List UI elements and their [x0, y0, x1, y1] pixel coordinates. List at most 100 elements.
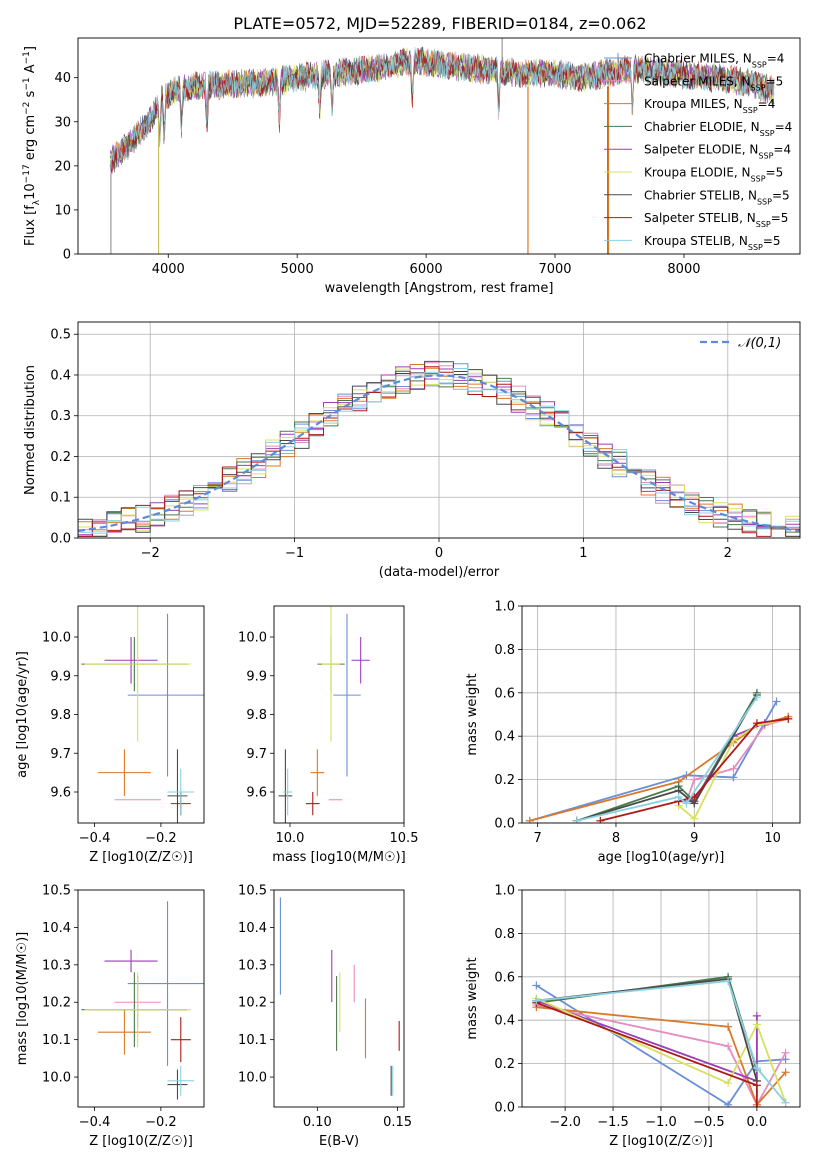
y-tick-label: 10.4: [42, 921, 71, 936]
x-tick-label: −1.0: [645, 1115, 677, 1130]
y-tick-label: 0.4: [494, 730, 515, 745]
x-tick-label: −0.4: [79, 1115, 111, 1130]
y-tick-label: 9.6: [246, 786, 267, 801]
x-tick-label: −0.2: [145, 831, 177, 846]
x-tick-label: 5000: [281, 262, 314, 277]
legend-label: Chabrier STELIB, NSSP=5: [644, 188, 790, 206]
panel-spectrum: 4000 5000 6000 7000 8000 0 10 20 30 40 wavelength …: [22, 37, 801, 296]
histogram-series: [78, 360, 800, 538]
weight-series: [576, 694, 758, 822]
x-tick-label: −2.0: [549, 1115, 581, 1130]
y-axis-label: mass weight: [465, 957, 480, 1039]
y-tick-label: 10.0: [42, 631, 71, 646]
x-axis-label: Z [log10(Z/Z☉)]: [89, 1134, 193, 1149]
y-tick-label: 10.1: [238, 1033, 267, 1048]
y-axis-label: Flux [fλ10−17 erg cm−2 s−1 A−1]: [22, 46, 42, 246]
legend-label: Salpeter ELODIE, NSSP=4: [644, 143, 791, 161]
x-tick-label: 10.0: [275, 831, 304, 846]
histogram-series: [78, 366, 800, 538]
y-tick-label: 10.5: [42, 884, 71, 899]
x-tick-label: 4000: [152, 262, 185, 277]
plot-area: [78, 322, 800, 538]
y-tick-label: 10.2: [238, 996, 267, 1011]
y-tick-label: 30: [54, 115, 71, 130]
legend-label: Kroupa STELIB, NSSP=5: [644, 234, 781, 252]
y-tick-label: 0.0: [50, 532, 71, 547]
x-tick-label: 10.5: [390, 831, 419, 846]
y-tick-label: 0.4: [494, 1014, 515, 1029]
y-tick-label: 0.2: [494, 773, 515, 788]
y-tick-label: 0.3: [50, 409, 71, 424]
x-axis-label: (data-model)/error: [379, 565, 500, 580]
y-tick-label: 1.0: [494, 884, 515, 899]
x-tick-label: 0.0: [747, 1115, 768, 1130]
x-tick-label: 2: [724, 546, 732, 561]
y-tick-label: 0.2: [494, 1057, 515, 1072]
y-tick-label: 0.6: [494, 970, 515, 985]
y-tick-label: 9.7: [50, 747, 71, 762]
panel-mass-age: 10.0 10.5 9.6 9.7 9.8 9.9 10.0 mass [log10(M/M☉…: [238, 605, 419, 865]
y-tick-label: 10.5: [238, 884, 267, 899]
y-tick-label: 9.7: [246, 747, 267, 762]
axes-frame: [273, 605, 405, 824]
spectrum-line: [109, 46, 775, 171]
x-tick-label: −1.5: [597, 1115, 629, 1130]
y-tick-label: 0.8: [494, 927, 515, 942]
legend-label: Salpeter MILES, NSSP=5: [644, 74, 783, 92]
plot-area: [522, 606, 800, 823]
plot-area: [81, 901, 204, 1100]
y-tick-label: 1.0: [494, 600, 515, 615]
weight-series: [536, 1006, 787, 1107]
y-axis-label: mass weight: [465, 673, 480, 755]
y-tick-label: 9.9: [246, 669, 267, 684]
plot-area: [279, 897, 400, 1096]
y-tick-label: 9.6: [50, 786, 71, 801]
plot-area: [109, 38, 775, 254]
y-tick-label: 0.4: [50, 368, 71, 383]
x-tick-label: 7: [534, 831, 542, 846]
histogram-series: [78, 368, 800, 538]
x-tick-label: −1: [285, 546, 304, 561]
y-tick-label: 10.1: [42, 1033, 71, 1048]
y-axis-label: age [log10(age/yr)]: [15, 651, 30, 778]
x-axis-label: Z [log10(Z/Z☉)]: [89, 850, 193, 865]
x-tick-label: −2: [141, 546, 160, 561]
legend-label: Kroupa ELODIE, NSSP=5: [644, 166, 783, 184]
plot-area: [81, 606, 204, 823]
legend-label: Salpeter STELIB, NSSP=5: [644, 211, 788, 229]
y-tick-label: 10: [54, 203, 71, 218]
x-tick-label: −0.4: [79, 831, 111, 846]
axes-frame: [77, 321, 801, 539]
y-tick-label: 0.2: [50, 450, 71, 465]
y-tick-label: 0.0: [494, 817, 515, 832]
axes-frame: [77, 889, 205, 1108]
y-tick-label: 10.0: [238, 1071, 267, 1086]
x-axis-label: E(B-V): [319, 1134, 359, 1149]
y-axis-label: Normed distribution: [23, 365, 38, 495]
chart-layer: 4000 5000 6000 7000 8000010203040wavelength …: [15, 37, 801, 1150]
y-tick-label: 0.5: [50, 328, 71, 343]
y-axis-label: mass [log10(M/M☉)]: [15, 932, 30, 1065]
plot-area: [522, 890, 800, 1107]
weight-series: [576, 696, 758, 822]
x-axis-label: wavelength [Angstrom, rest frame]: [325, 281, 554, 296]
x-tick-label: 8: [612, 831, 620, 846]
weight-series: [536, 997, 787, 1104]
panel-age-weight: 7 8 9 10 0.0 0.2 0.4 0.6 0.8 1.0 age [log10(age/yr…: [465, 600, 801, 865]
weight-series: [535, 984, 786, 1107]
y-tick-label: 0.8: [494, 643, 515, 658]
y-tick-label: 10.0: [42, 1071, 71, 1086]
y-tick-label: 9.8: [50, 708, 71, 723]
normal-curve: [78, 374, 800, 532]
weight-series: [576, 692, 758, 822]
panel-ebv-mass: 0.10 0.15 10.0 10.1 10.2 10.3 10.4 10.5 E(B-V): [238, 884, 412, 1150]
axes-frame: [77, 37, 801, 255]
legend-label: Chabrier MILES, NSSP=4: [644, 52, 784, 70]
x-tick-label: 10: [764, 831, 781, 846]
x-tick-label: −0.2: [145, 1115, 177, 1130]
x-tick-label: 1: [579, 546, 587, 561]
x-tick-label: 0: [435, 546, 443, 561]
weight-series: [536, 978, 758, 1082]
y-tick-label: 10.4: [238, 921, 267, 936]
y-tick-label: 9.8: [246, 708, 267, 723]
